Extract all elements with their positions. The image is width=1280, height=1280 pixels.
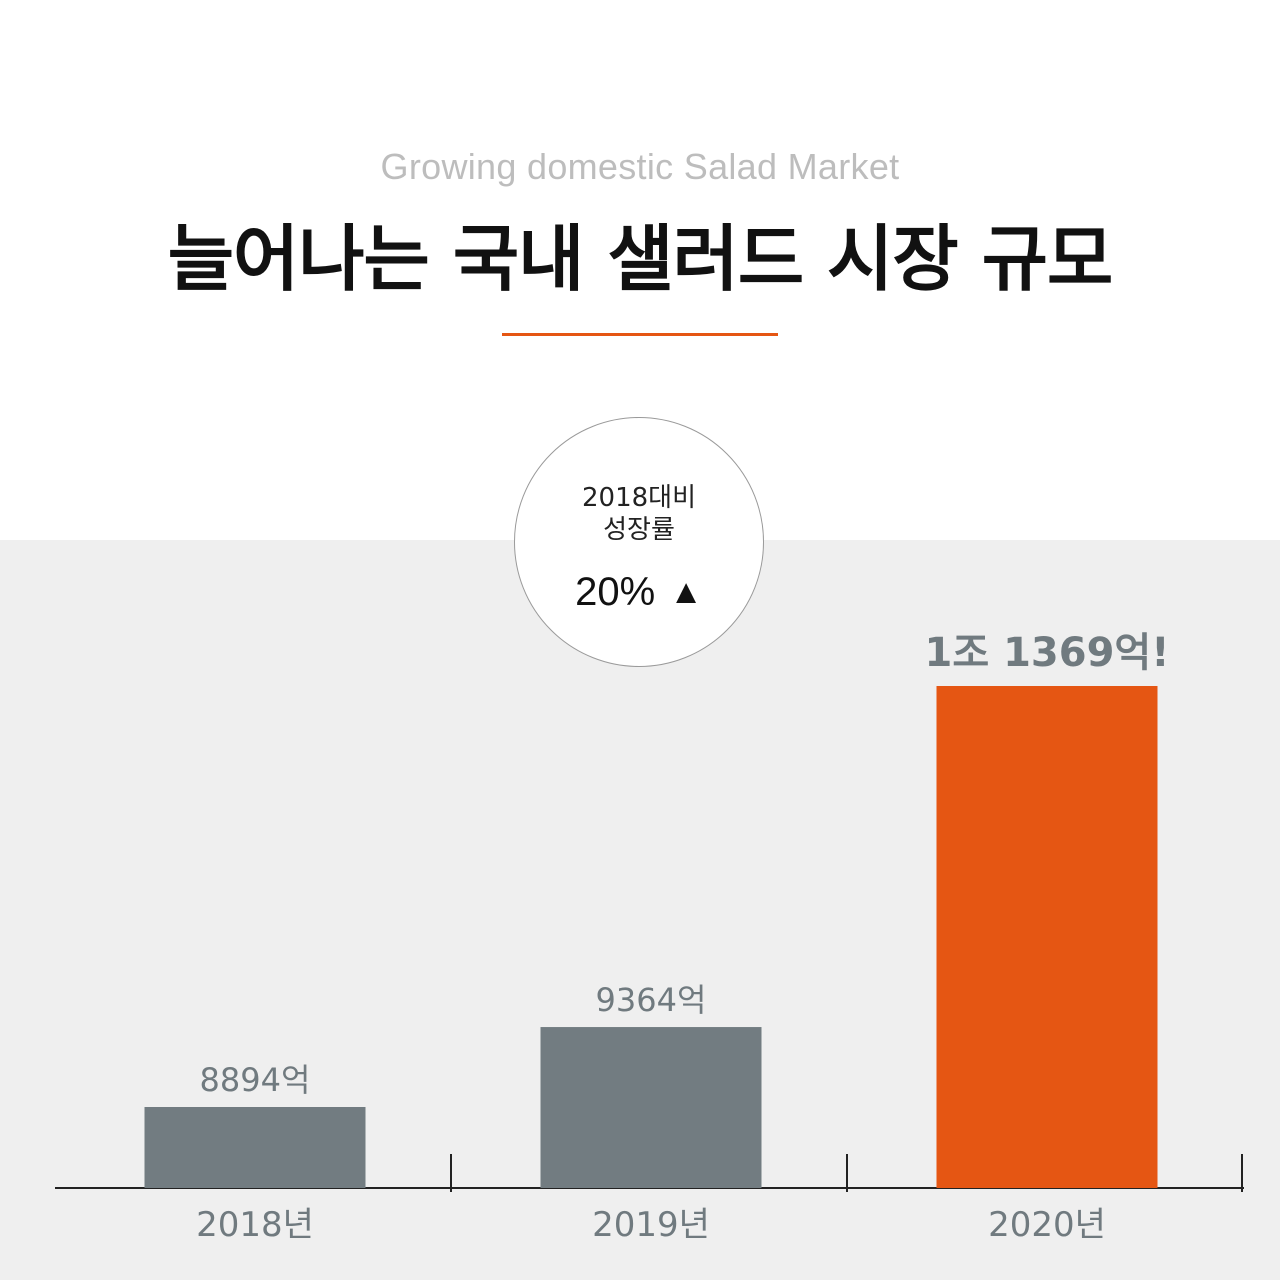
bar-value-label: 8894억 (200, 1061, 311, 1099)
x-tick-label: 2020년 (988, 1205, 1106, 1245)
growth-badge-value: 20% ▲ (515, 568, 763, 616)
bar-2020 (936, 686, 1158, 1188)
bar-value-label: 9364억 (596, 981, 707, 1019)
x-tick-label: 2019년 (592, 1205, 710, 1245)
bar-value-label: 1조 1369억! (925, 630, 1170, 676)
growth-badge-line2: 성장률 (603, 515, 675, 545)
bar-2018 (144, 1107, 366, 1188)
page-title: 늘어나는 국내 샐러드 시장 규모 (167, 217, 1113, 301)
page-subtitle: Growing domestic Salad Market (380, 146, 900, 187)
bar-2019 (540, 1027, 762, 1188)
growth-percent: 20% (575, 570, 656, 614)
up-arrow-icon: ▲ (669, 573, 703, 611)
growth-rate-badge: 2018대비 성장률 20% ▲ (514, 417, 764, 667)
growth-badge-line1: 2018대비 (581, 483, 696, 513)
title-underline (502, 333, 778, 336)
x-tick-label: 2018년 (196, 1205, 314, 1245)
